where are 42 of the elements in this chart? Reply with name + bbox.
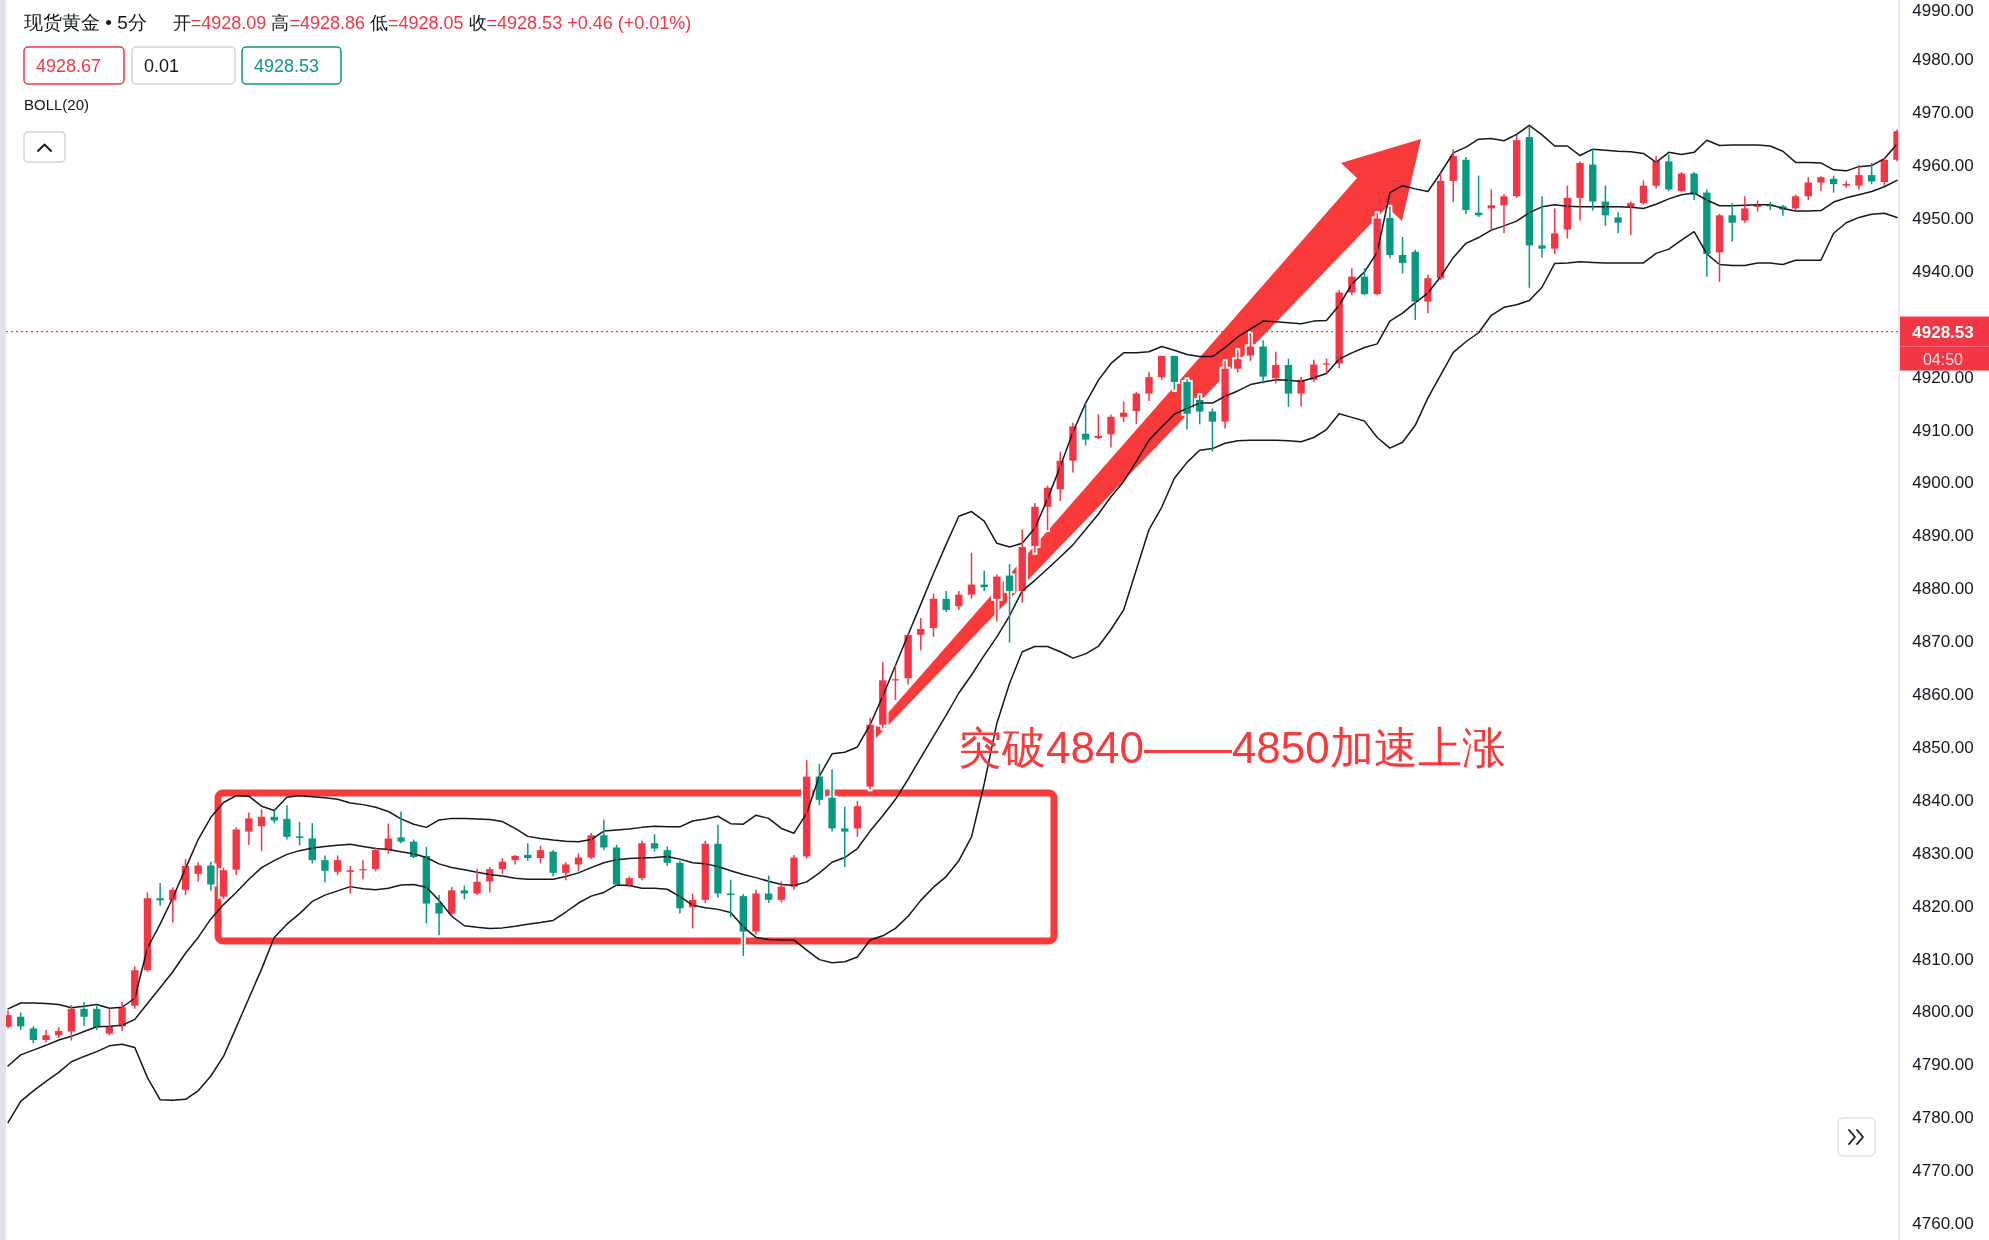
y-tick-label: 4850.00 <box>1912 737 1974 757</box>
y-tick-label: 4790.00 <box>1912 1055 1974 1075</box>
y-tick-label: 4770.00 <box>1912 1161 1974 1181</box>
y-tick-label: 4810.00 <box>1912 949 1974 969</box>
y-tick-label: 4760.00 <box>1912 1214 1974 1234</box>
y-tick-label: 4910.00 <box>1912 420 1974 440</box>
y-tick-label: 4870.00 <box>1912 632 1974 652</box>
quote-box: 4928.53 <box>241 46 342 85</box>
candlestick <box>295 821 304 847</box>
y-tick-label: 4980.00 <box>1912 50 1974 70</box>
candlestick <box>397 810 405 844</box>
candlestick <box>1538 195 1546 259</box>
annotation: 4928.53 <box>254 56 320 76</box>
ref-line-label: 4928.53 <box>1912 322 1974 342</box>
annotation: BOLL(20) <box>24 96 90 113</box>
y-tick-label: 4820.00 <box>1912 896 1974 916</box>
text: 开=4928.09 高=4928.86 低=4928.05 收=4928.53 +0.46 (+0.01%) <box>172 13 692 33</box>
y-tick-label: 4900.00 <box>1912 473 1974 493</box>
y-tick-label: 4860.00 <box>1912 685 1974 705</box>
y-tick-label: 4830.00 <box>1912 843 1974 863</box>
y-tick-label: 4970.00 <box>1912 103 1974 123</box>
candlestick <box>346 865 354 895</box>
text: 现货黄金 • 5分 <box>24 12 147 33</box>
y-tick-label: 4950.00 <box>1912 208 1974 228</box>
y-tick-label: 4780.00 <box>1912 1108 1974 1128</box>
candlestick <box>1817 175 1825 192</box>
candlestick <box>726 878 735 919</box>
quote-box: 0.01 <box>131 46 236 85</box>
countdown: 04:50 <box>1900 346 1989 371</box>
candlestick <box>841 805 849 868</box>
annotation: 4928.67 <box>36 56 102 76</box>
y-tick-label: 4940.00 <box>1912 261 1974 281</box>
y-tick-label: 4880.00 <box>1912 579 1974 599</box>
annotation: 0.01 <box>144 56 180 76</box>
y-tick-label: 4990.00 <box>1912 1 1974 20</box>
y-tick-label: 4800.00 <box>1912 1002 1974 1022</box>
candlestick <box>1614 211 1622 235</box>
y-tick-label: 4890.00 <box>1912 526 1974 546</box>
quote-box: 4928.67 <box>23 46 125 85</box>
y-tick-label: 4840.00 <box>1912 790 1974 810</box>
price-label: 4928.53 <box>1900 316 1989 347</box>
y-tick-label: 4960.00 <box>1912 156 1974 176</box>
